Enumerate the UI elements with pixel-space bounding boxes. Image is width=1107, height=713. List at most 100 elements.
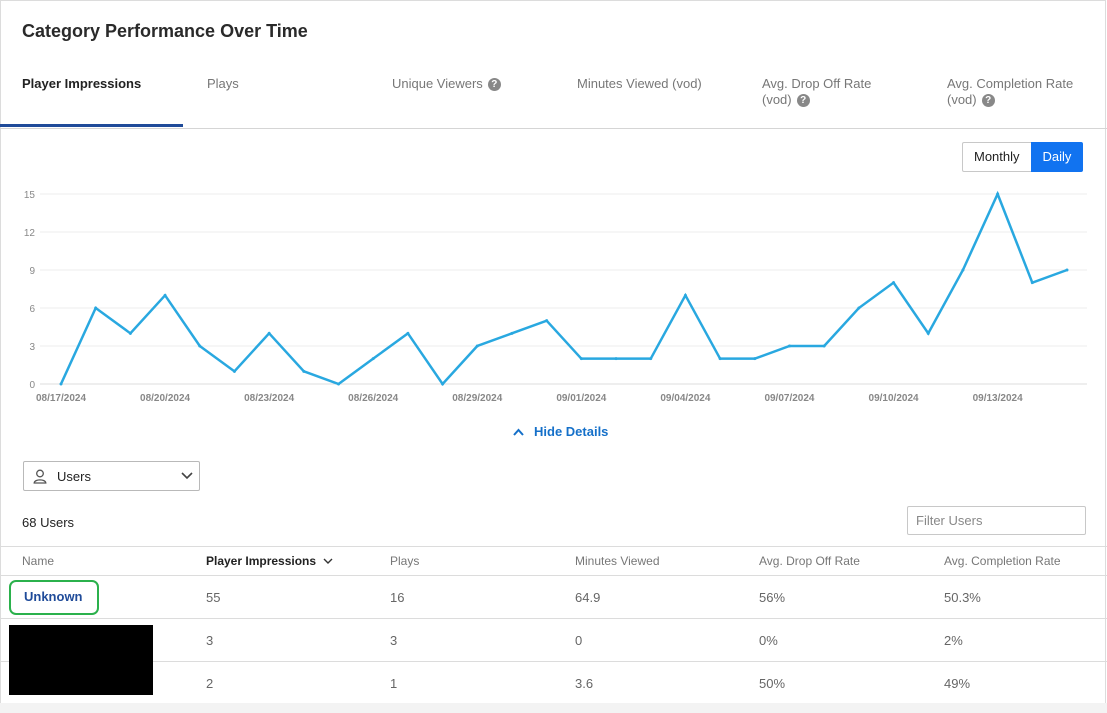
chevron-down-icon [181, 472, 193, 480]
cell-impressions: 2 [206, 661, 390, 705]
table-row: 2 1 3.6 50% 49% [0, 661, 1107, 705]
x-tick-label: 09/07/2024 [764, 393, 814, 404]
data-point[interactable] [1065, 268, 1069, 272]
column-header-minutes-viewed[interactable]: Minutes Viewed [575, 546, 759, 576]
table-header-row: Name Player Impressions Plays Minutes Vi… [0, 546, 1107, 576]
table-footer-strip [0, 703, 1107, 713]
column-header-avg-completion-rate[interactable]: Avg. Completion Rate [944, 546, 1107, 576]
cell-drop-off: 50% [759, 661, 944, 705]
table-row: 3 3 0 0% 2% [0, 618, 1107, 662]
data-point[interactable] [545, 319, 549, 323]
table-row: Unknown 55 16 64.9 56% 50.3% [0, 575, 1107, 619]
users-count: 68 Users [22, 515, 75, 530]
cell-drop-off: 56% [759, 575, 944, 619]
cell-completion: 50.3% [944, 575, 1107, 619]
data-point[interactable] [59, 382, 63, 386]
data-point[interactable] [892, 281, 896, 285]
data-point[interactable] [649, 357, 653, 361]
tab-label: Avg. Drop Off Rate (vod) [762, 76, 872, 107]
data-point[interactable] [267, 331, 271, 335]
cell-plays: 16 [390, 575, 575, 619]
data-point[interactable] [406, 331, 410, 335]
data-point[interactable] [371, 357, 375, 361]
data-point[interactable] [128, 331, 132, 335]
period-toggle: Monthly Daily [962, 142, 1084, 172]
tab-label: Minutes Viewed (vod) [577, 76, 702, 91]
column-header-name[interactable]: Name [0, 546, 206, 576]
data-point[interactable] [926, 331, 930, 335]
y-tick-label: 3 [29, 342, 35, 353]
column-label: Player Impressions [206, 554, 317, 568]
x-tick-label: 08/17/2024 [36, 393, 86, 404]
redacted-block [9, 625, 153, 695]
data-point[interactable] [961, 268, 965, 272]
cell-impressions: 3 [206, 618, 390, 662]
data-point[interactable] [718, 357, 722, 361]
x-tick-label: 08/20/2024 [140, 393, 190, 404]
tab-minutes-viewed[interactable]: Minutes Viewed (vod) [577, 76, 702, 92]
tab-unique-viewers[interactable]: Unique Viewers? [392, 76, 501, 92]
tab-label: Avg. Completion Rate (vod) [947, 76, 1074, 107]
data-point[interactable] [857, 306, 861, 310]
data-point[interactable] [198, 344, 202, 348]
x-tick-label: 09/13/2024 [973, 393, 1023, 404]
data-point[interactable] [614, 357, 618, 361]
x-tick-label: 09/01/2024 [556, 393, 606, 404]
metric-tabs: Player Impressions Plays Unique Viewers?… [0, 62, 1107, 129]
column-header-player-impressions[interactable]: Player Impressions [206, 546, 390, 576]
data-point[interactable] [579, 357, 583, 361]
x-tick-label: 09/04/2024 [660, 393, 710, 404]
data-point[interactable] [822, 344, 826, 348]
x-tick-label: 08/26/2024 [348, 393, 398, 404]
data-point[interactable] [441, 382, 445, 386]
hide-details-link[interactable]: Hide Details [513, 424, 608, 439]
data-point[interactable] [232, 369, 236, 373]
tab-player-impressions[interactable]: Player Impressions [22, 76, 141, 92]
tab-label: Unique Viewers [392, 76, 483, 91]
cell-minutes: 0 [575, 618, 759, 662]
column-header-avg-drop-off-rate[interactable]: Avg. Drop Off Rate [759, 546, 944, 576]
data-point[interactable] [996, 192, 1000, 196]
active-tab-indicator [0, 124, 183, 127]
group-by-select[interactable]: Users [23, 461, 200, 491]
cell-minutes: 3.6 [575, 661, 759, 705]
data-point[interactable] [302, 369, 306, 373]
data-point[interactable] [510, 331, 514, 335]
cell-plays: 3 [390, 618, 575, 662]
help-icon[interactable]: ? [487, 78, 501, 92]
tab-avg-drop-off-rate[interactable]: Avg. Drop Off Rate (vod)? [762, 76, 892, 108]
data-point[interactable] [475, 344, 479, 348]
data-point[interactable] [683, 293, 687, 297]
data-point[interactable] [787, 344, 791, 348]
filter-users-input[interactable] [907, 506, 1086, 535]
user-name-link[interactable]: Unknown [9, 579, 99, 615]
monthly-button[interactable]: Monthly [962, 142, 1031, 172]
data-point[interactable] [753, 357, 757, 361]
chevron-up-icon [513, 428, 524, 436]
y-tick-label: 0 [29, 380, 35, 391]
data-point[interactable] [337, 382, 341, 386]
x-tick-label: 08/29/2024 [452, 393, 502, 404]
user-icon [33, 469, 47, 484]
users-table: Name Player Impressions Plays Minutes Vi… [0, 546, 1107, 705]
page-title: Category Performance Over Time [22, 21, 308, 41]
hide-details-label: Hide Details [534, 424, 609, 439]
data-point[interactable] [94, 306, 98, 310]
y-tick-label: 12 [24, 228, 36, 239]
column-header-plays[interactable]: Plays [390, 546, 575, 576]
cell-completion: 2% [944, 618, 1107, 662]
y-tick-label: 15 [24, 190, 36, 201]
series-line-player-impressions [59, 190, 1068, 387]
help-icon[interactable]: ? [981, 94, 995, 108]
help-icon[interactable]: ? [796, 94, 810, 108]
tab-avg-completion-rate[interactable]: Avg. Completion Rate (vod)? [947, 76, 1087, 108]
x-tick-label: 09/10/2024 [869, 393, 919, 404]
tab-label: Plays [207, 76, 239, 91]
cell-impressions: 55 [206, 575, 390, 619]
daily-button[interactable]: Daily [1030, 142, 1084, 172]
data-point[interactable] [163, 293, 167, 297]
tab-plays[interactable]: Plays [207, 76, 239, 92]
cell-plays: 1 [390, 661, 575, 705]
data-point[interactable] [1030, 281, 1034, 285]
